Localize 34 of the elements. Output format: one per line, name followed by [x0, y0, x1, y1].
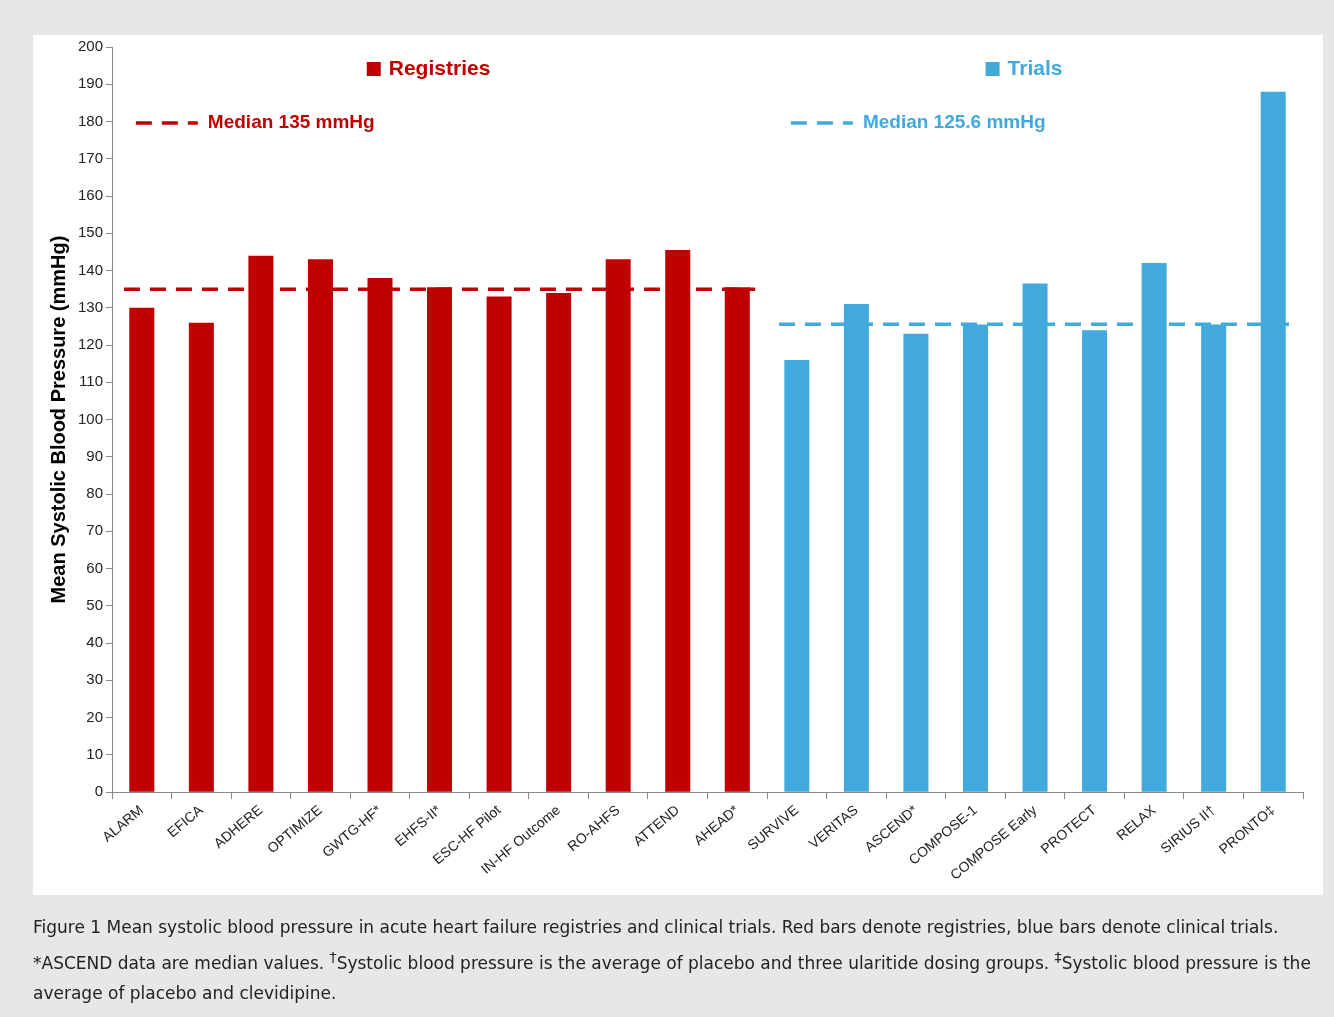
y-tick-label: 40 — [86, 633, 104, 651]
y-tick-label: 120 — [78, 335, 104, 353]
y-tick-label: 160 — [78, 186, 104, 204]
legend-label: Registries — [388, 55, 491, 79]
text: Figure 1 Mean systolic blood pressure in acute heart failure registries and clinical trials. Red bars denote registries, blue bars denote clinical trials. *ASCEND data are median values. $^{†}$Systolic blood pressure is the average of placebo and three ularitide dosing groups. $^{‡}$Systolic blood pressure is the average of placebo and clevidipine. — [33, 917, 1311, 1003]
y-tick-label: 50 — [86, 595, 104, 613]
y-tick-label: 10 — [86, 745, 104, 763]
legend-label: Median 135 mmHg — [207, 111, 375, 133]
bar — [188, 322, 214, 792]
legend-label: Median 125.6 mmHg — [862, 111, 1046, 133]
y-tick-label: 70 — [86, 521, 104, 539]
legend-label: Trials — [1007, 55, 1063, 79]
y-tick-label: 0 — [94, 782, 104, 800]
bar — [784, 359, 810, 792]
bar — [486, 296, 512, 792]
y-tick-label: 200 — [78, 37, 104, 55]
y-axis-title: Mean Systolic Blood Pressure (mmHg) — [46, 235, 69, 604]
y-tick-label: 140 — [78, 260, 104, 278]
y-tick-label: 110 — [79, 372, 104, 390]
y-tick-label: 100 — [78, 409, 104, 427]
y-tick-label: 20 — [86, 707, 104, 725]
y-tick-label: 180 — [78, 111, 104, 129]
bar — [129, 307, 155, 792]
y-tick-label: 170 — [78, 148, 104, 166]
bar — [546, 292, 572, 792]
y-tick-label: 90 — [86, 446, 104, 464]
y-tick-label: 60 — [86, 558, 104, 576]
y-tick-label: 30 — [86, 670, 104, 688]
y-tick-label: 150 — [78, 223, 104, 241]
y-tick-label: 190 — [78, 74, 104, 92]
bar — [1082, 330, 1108, 792]
y-tick-label: 130 — [78, 297, 104, 315]
y-tick-label: 80 — [86, 484, 104, 502]
bar — [903, 333, 929, 792]
